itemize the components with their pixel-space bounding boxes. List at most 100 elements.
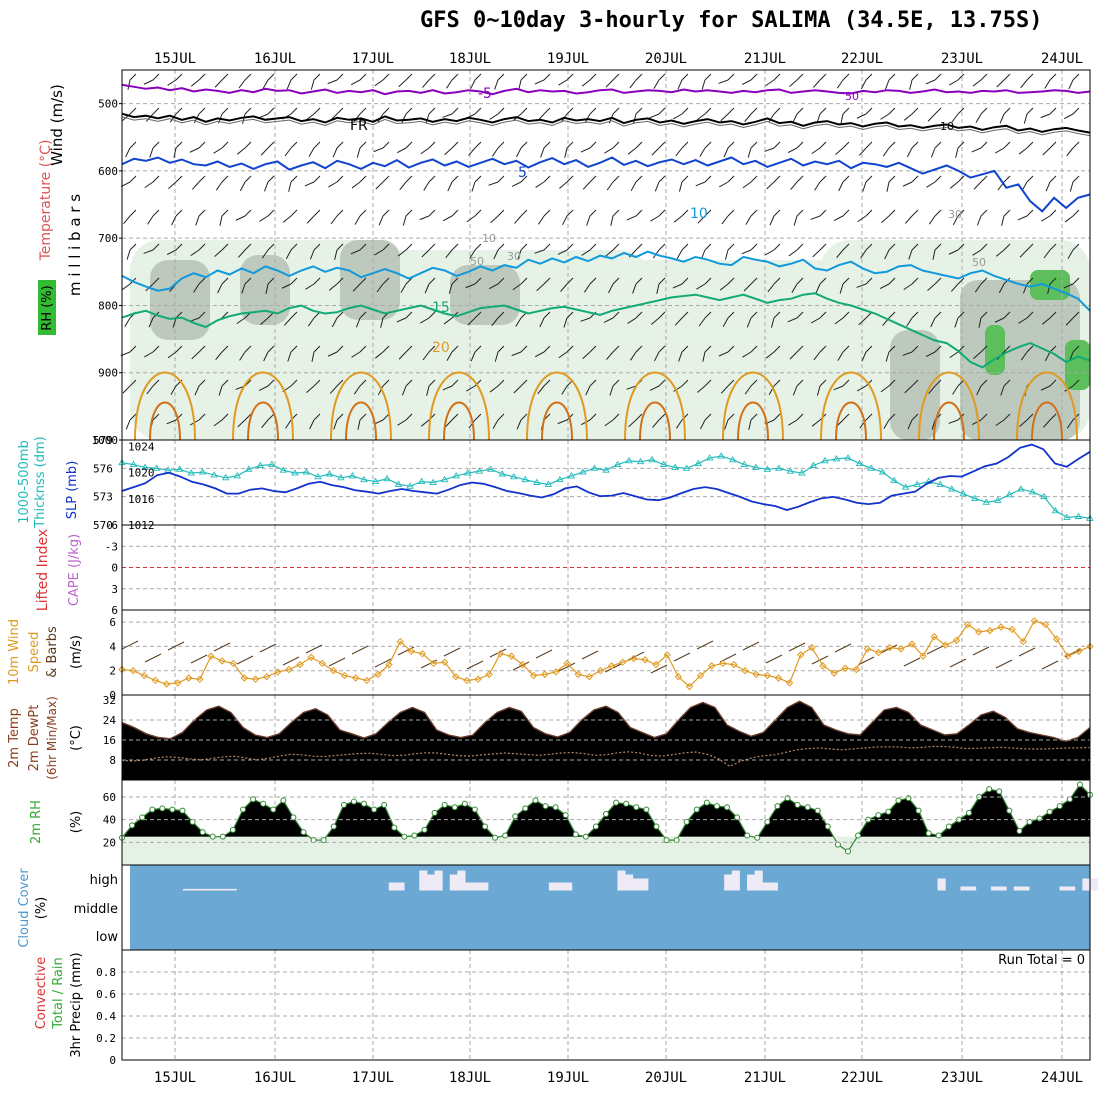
wind-barb	[766, 181, 775, 190]
wind-barb-flag	[129, 243, 137, 251]
wind-barb-flag	[796, 345, 804, 353]
thickness-marker	[279, 466, 288, 473]
wind-barb	[166, 249, 177, 256]
wind-barb	[262, 79, 269, 89]
wind-barb-flag	[244, 277, 252, 285]
rh2m-marker	[734, 814, 741, 821]
wind-barb	[424, 283, 430, 294]
wind-barb-flag	[589, 141, 597, 149]
wind-barb	[374, 351, 384, 359]
wind-barb-flag	[819, 311, 827, 319]
isotherm-20	[1016, 371, 1078, 441]
wind-barb	[213, 419, 223, 427]
wind-barb-flag	[980, 107, 988, 115]
wind10-barb	[328, 657, 346, 667]
thickness-marker	[152, 464, 161, 471]
wind-barb-flag	[773, 73, 781, 81]
thickness-marker	[406, 482, 414, 489]
wind-barb-flag	[451, 175, 459, 183]
wind-barb-flag	[152, 379, 160, 387]
wind-barb	[1042, 147, 1051, 156]
wind-barb-flag	[773, 345, 781, 353]
rh2m-marker	[169, 806, 176, 813]
wind-barb-flag	[359, 311, 367, 319]
wind-barb	[511, 351, 522, 357]
cloud-gap-bar	[480, 882, 489, 891]
y-tick-label-cloud: low	[96, 930, 119, 945]
rh2m-marker	[724, 804, 730, 811]
wind-barb	[333, 419, 338, 430]
wind-barb	[954, 317, 959, 328]
rh2m-marker	[643, 806, 650, 813]
wind-barb-flag	[405, 107, 413, 115]
rh2m-marker	[996, 788, 1003, 795]
wind-barb-flag	[313, 413, 321, 421]
wind-barb-flag	[313, 243, 321, 251]
thickness-marker	[314, 472, 322, 480]
wind-barb	[194, 385, 200, 396]
wind-barb	[837, 351, 844, 361]
thickness-marker	[475, 467, 484, 474]
wind-barb	[719, 181, 729, 188]
rh-blob-dense	[960, 280, 1080, 440]
wind-barb-flag	[543, 73, 551, 81]
cloud-gap-bar	[213, 888, 222, 891]
rh-band	[122, 786, 1090, 797]
wind-barb	[927, 283, 936, 291]
wind-barb	[488, 283, 499, 290]
cloud-gap-bar	[396, 882, 405, 891]
wind-barb-flag	[566, 73, 574, 81]
thickness-marker	[878, 468, 887, 475]
thickness-marker	[970, 494, 979, 502]
thickness-marker	[982, 498, 991, 505]
wind-barb-flag	[474, 345, 482, 353]
wind-barb	[353, 385, 361, 395]
wind-barb-flag	[980, 413, 988, 421]
wind-barb-flag	[865, 243, 873, 251]
cloud-gap-bar	[464, 882, 474, 891]
wind-barb	[606, 351, 614, 360]
rh-base-band	[122, 836, 1090, 865]
y-tick-label: 0.2	[96, 1032, 116, 1045]
wind-barb-flag	[888, 73, 896, 81]
wind10-marker	[396, 637, 404, 646]
rh2m-marker	[915, 807, 922, 814]
wind-barb-flag	[520, 277, 528, 285]
wind-barb	[492, 147, 499, 157]
wind-barb-flag	[313, 277, 321, 285]
wind-barb	[263, 351, 269, 362]
rh2m-marker	[411, 832, 418, 839]
wind-barb-flag	[658, 413, 666, 421]
rh2m-marker	[502, 832, 509, 839]
rh2m-marker	[582, 833, 589, 840]
wind-barb-flag	[221, 345, 229, 353]
rh2m-marker	[613, 799, 620, 806]
wind-barb	[930, 147, 936, 158]
wind-barb-flag	[1026, 209, 1034, 217]
wind-barb	[559, 181, 568, 189]
thickness-marker	[855, 459, 864, 467]
thickness-marker	[775, 464, 783, 471]
wind-barb-flag	[474, 243, 482, 251]
wind-barb	[972, 79, 982, 87]
wind-barb-flag	[451, 107, 459, 115]
wind-barb-flag	[635, 175, 643, 183]
wind-barb-flag	[336, 413, 344, 421]
wind-barb-flag	[382, 209, 390, 217]
chart-title: GFS 0~10day 3-hourly for SALIMA (34.5E, …	[420, 8, 1043, 33]
wind-barb	[835, 147, 844, 155]
rh2m-marker	[966, 809, 972, 816]
wind-barb-flag	[750, 243, 758, 251]
wind-barb	[651, 317, 660, 325]
wind-barb-flag	[842, 175, 850, 183]
wind-barb	[791, 283, 798, 293]
wind-barb-flag	[1049, 141, 1057, 149]
wind-barb	[125, 419, 131, 430]
wind-barb	[327, 351, 338, 357]
thickness-marker	[1074, 512, 1083, 519]
wind-barb-flag	[842, 243, 850, 251]
thickness-marker	[809, 461, 818, 468]
wind10-marker	[730, 660, 738, 669]
wind-barb	[999, 113, 1005, 124]
wind-barb	[215, 181, 223, 191]
